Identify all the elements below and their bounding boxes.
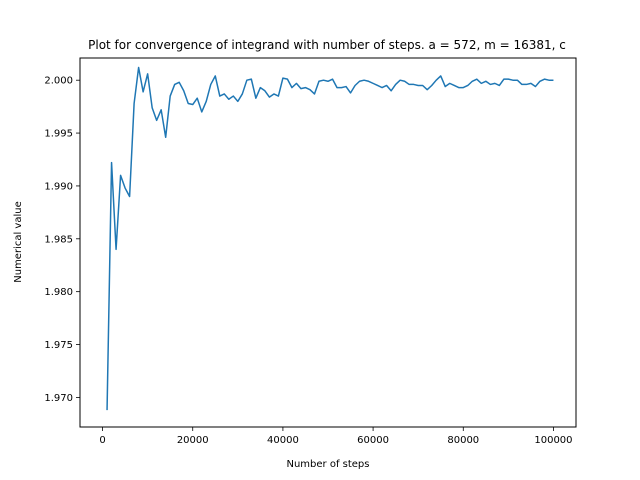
x-tick-label: 40000 xyxy=(267,435,299,446)
axes-frame xyxy=(79,57,577,428)
chart-title: Plot for convergence of integrand with n… xyxy=(88,38,566,52)
y-tick-label: 1.980 xyxy=(44,287,73,298)
x-tick-label: 100000 xyxy=(534,435,572,446)
x-tick-label: 60000 xyxy=(357,435,389,446)
x-tick-label: 0 xyxy=(99,435,105,446)
y-tick-label: 1.970 xyxy=(44,393,73,404)
x-tick-label: 80000 xyxy=(447,435,479,446)
y-tick-label: 1.975 xyxy=(44,340,73,351)
plot-area: 0 20000 40000 60000 80000 100000 1.970 1.975 1.9… xyxy=(44,66,573,446)
x-axis-label: Number of steps xyxy=(286,459,369,470)
x-tick-label: 20000 xyxy=(177,435,209,446)
y-tick-label: 2.000 xyxy=(44,76,73,87)
y-tick-label: 1.995 xyxy=(44,129,73,140)
y-tick-label: 1.985 xyxy=(44,234,73,245)
y-axis-label: Numerical value xyxy=(13,201,24,283)
series-line-0 xyxy=(106,66,554,411)
y-tick-label: 1.990 xyxy=(44,181,73,192)
